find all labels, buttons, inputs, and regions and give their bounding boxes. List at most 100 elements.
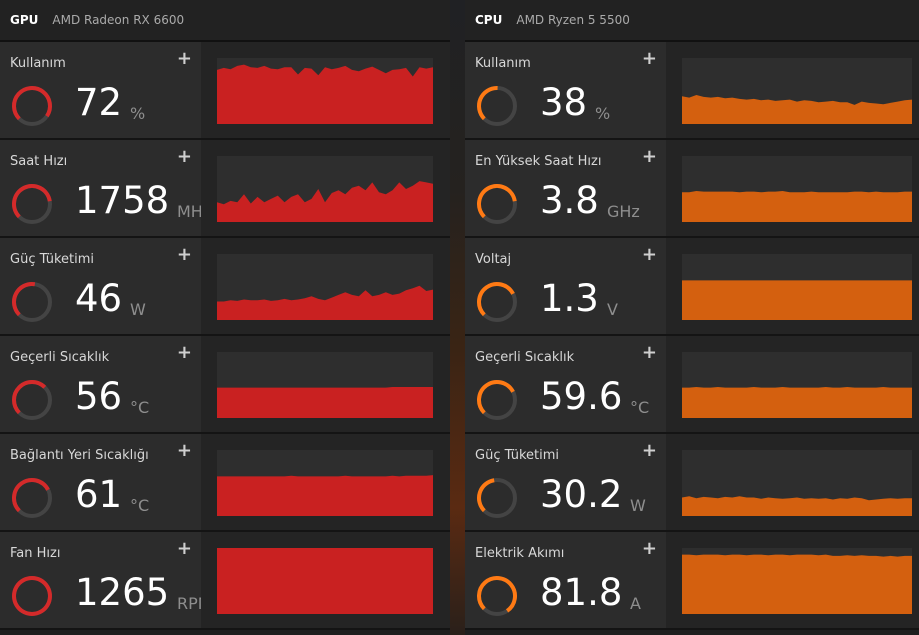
- metric-gauge-icon: [477, 478, 517, 518]
- add-metric-button[interactable]: +: [176, 48, 192, 69]
- metric-history-chart: [217, 352, 433, 418]
- metric-history-area: [682, 191, 912, 222]
- gpu-metric-row: Güç Tüketimi + 46 W: [0, 238, 450, 336]
- gpu-metric-row: Fan Hızı + 1265 RPM: [0, 532, 450, 630]
- cpu-model-name: AMD Ryzen 5 5500: [516, 13, 630, 27]
- metric-graph-area: [666, 336, 919, 432]
- metric-readout: Geçerli Sıcaklık + 59.6 °C: [465, 336, 666, 432]
- metric-history-chart: [682, 156, 912, 222]
- add-metric-button[interactable]: +: [641, 440, 657, 461]
- metric-unit: °C: [130, 496, 150, 515]
- metric-gauge-icon: [12, 478, 52, 518]
- metric-history-area: [217, 64, 433, 124]
- metric-label: Güç Tüketimi: [475, 448, 560, 463]
- metric-gauge-icon: [477, 380, 517, 420]
- metric-value: 1265: [75, 571, 170, 614]
- add-metric-button[interactable]: +: [641, 342, 657, 363]
- gpu-metric-row: Geçerli Sıcaklık + 56 °C: [0, 336, 450, 434]
- metric-value: 1758: [75, 179, 170, 222]
- metric-readout: En Yüksek Saat Hızı + 3.8 GHz: [465, 140, 666, 236]
- metric-graph-area: [666, 238, 919, 334]
- add-metric-button[interactable]: +: [641, 146, 657, 167]
- metric-history-chart: [217, 254, 433, 320]
- metric-unit: V: [607, 300, 618, 319]
- metric-unit: %: [130, 104, 146, 123]
- gpu-metric-row: Saat Hızı + 1758 MHz: [0, 140, 450, 238]
- metric-value: 59.6: [540, 375, 623, 418]
- metric-history-area: [217, 387, 433, 418]
- metric-value: 46: [75, 277, 123, 320]
- metric-history-area: [217, 548, 433, 614]
- metric-history-chart: [682, 352, 912, 418]
- gpu-header: GPU AMD Radeon RX 6600: [0, 0, 450, 42]
- metric-history-area: [682, 387, 912, 418]
- metric-graph-area: [666, 140, 919, 236]
- metric-graph-area: [201, 434, 450, 530]
- metric-history-chart: [682, 58, 912, 124]
- add-metric-button[interactable]: +: [641, 48, 657, 69]
- cpu-metric-row: Kullanım + 38 %: [465, 42, 919, 140]
- metric-gauge-icon: [477, 282, 517, 322]
- cpu-tag: CPU: [475, 13, 503, 27]
- metric-gauge-icon: [477, 184, 517, 224]
- metric-graph-area: [666, 434, 919, 530]
- gpu-panel: GPU AMD Radeon RX 6600 Kullanım + 72 % S…: [0, 0, 450, 635]
- metric-gauge-icon: [12, 184, 52, 224]
- metric-history-chart: [217, 450, 433, 516]
- add-metric-button[interactable]: +: [176, 342, 192, 363]
- metric-value: 30.2: [540, 473, 623, 516]
- metric-readout: Voltaj + 1.3 V: [465, 238, 666, 334]
- metric-label: Saat Hızı: [10, 154, 68, 169]
- metric-unit: W: [630, 496, 646, 515]
- cpu-metric-row: Güç Tüketimi + 30.2 W: [465, 434, 919, 532]
- metric-gauge-icon: [12, 86, 52, 126]
- metric-label: Kullanım: [10, 56, 66, 71]
- gpu-model-name: AMD Radeon RX 6600: [52, 13, 185, 27]
- metric-history-chart: [217, 548, 433, 614]
- add-metric-button[interactable]: +: [176, 146, 192, 167]
- metric-unit: %: [595, 104, 611, 123]
- metric-graph-area: [666, 532, 919, 628]
- metric-readout: Saat Hızı + 1758 MHz: [0, 140, 211, 236]
- metric-label: Geçerli Sıcaklık: [10, 350, 110, 365]
- metric-history-area: [682, 280, 912, 320]
- add-metric-button[interactable]: +: [641, 538, 657, 559]
- add-metric-button[interactable]: +: [176, 440, 192, 461]
- metric-gauge-icon: [12, 380, 52, 420]
- metric-label: Voltaj: [475, 252, 512, 267]
- cpu-metric-row: En Yüksek Saat Hızı + 3.8 GHz: [465, 140, 919, 238]
- metric-graph-area: [201, 238, 450, 334]
- metric-gauge-icon: [477, 86, 517, 126]
- metric-gauge-icon: [12, 282, 52, 322]
- cpu-metric-row: Elektrik Akımı + 81.8 A: [465, 532, 919, 630]
- metric-unit: GHz: [607, 202, 640, 221]
- metric-label: Kullanım: [475, 56, 531, 71]
- metric-value: 56: [75, 375, 123, 418]
- add-metric-button[interactable]: +: [176, 538, 192, 559]
- metric-readout: Kullanım + 38 %: [465, 42, 666, 138]
- metric-history-area: [682, 554, 912, 614]
- metric-graph-area: [201, 336, 450, 432]
- metric-unit: °C: [130, 398, 150, 417]
- cpu-metric-row: Geçerli Sıcaklık + 59.6 °C: [465, 336, 919, 434]
- metric-history-chart: [682, 548, 912, 614]
- metric-label: Elektrik Akımı: [475, 546, 565, 561]
- gpu-metric-row: Kullanım + 72 %: [0, 42, 450, 140]
- metric-graph-area: [201, 532, 450, 628]
- metric-gauge-icon: [477, 576, 517, 616]
- metric-readout: Elektrik Akımı + 81.8 A: [465, 532, 666, 628]
- add-metric-button[interactable]: +: [641, 244, 657, 265]
- metric-readout: Fan Hızı + 1265 RPM: [0, 532, 212, 628]
- metric-label: En Yüksek Saat Hızı: [475, 154, 602, 169]
- cpu-header: CPU AMD Ryzen 5 5500: [465, 0, 919, 42]
- metric-value: 81.8: [540, 571, 623, 614]
- metric-graph-area: [201, 42, 450, 138]
- metric-history-area: [217, 475, 433, 516]
- metric-graph-area: [201, 140, 450, 236]
- metric-history-area: [682, 496, 912, 516]
- gpu-tag: GPU: [10, 13, 39, 27]
- metric-unit: °C: [630, 398, 650, 417]
- metric-gauge-icon: [12, 576, 52, 616]
- gpu-metric-row: Bağlantı Yeri Sıcaklığı + 61 °C: [0, 434, 450, 532]
- add-metric-button[interactable]: +: [176, 244, 192, 265]
